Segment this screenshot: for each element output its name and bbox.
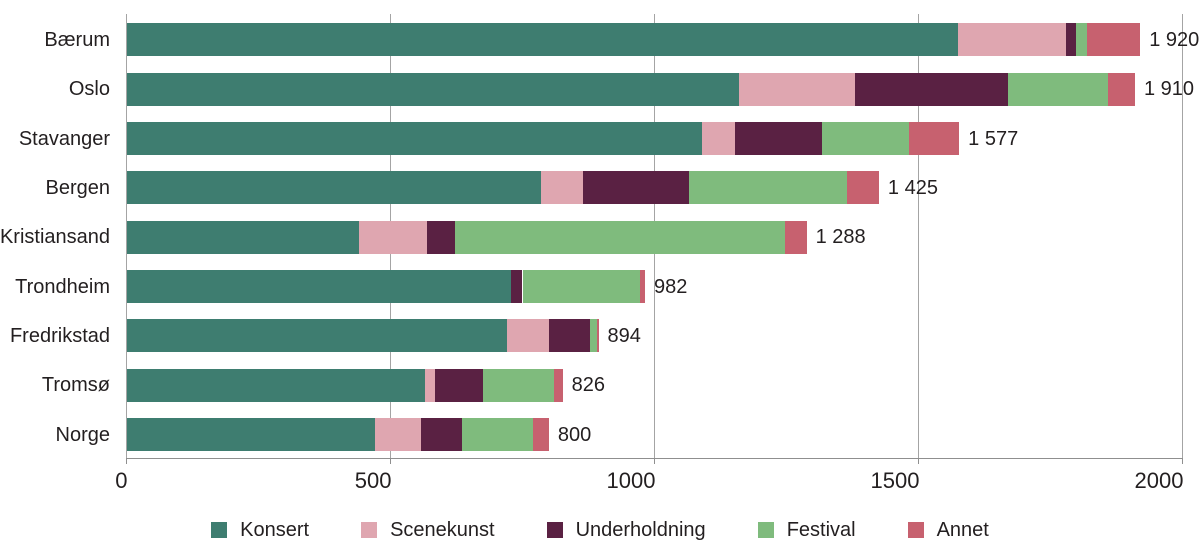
legend-swatch-scenekunst	[361, 522, 378, 538]
bar-total-label: 826	[571, 374, 605, 397]
category-label-fredrikstad: Fredrikstad	[9, 324, 110, 347]
bar-total-label: 982	[653, 275, 688, 298]
bar-segment-scenekunst	[540, 171, 584, 205]
bar-segment-scenekunst	[702, 122, 735, 155]
bar-total-label: 1 910	[1143, 78, 1195, 101]
category-label-stavanger: Stavanger	[18, 127, 110, 150]
x-tick-mark-2000	[1181, 457, 1184, 464]
bar-segment-festival	[461, 418, 534, 452]
x-axis-line	[125, 457, 1184, 459]
legend-item-festival: Festival	[757, 518, 856, 542]
bar-segment-underholdning	[855, 72, 1009, 106]
legend-label-konsert: Konsert	[240, 518, 310, 541]
bar-segment-underholdning	[427, 220, 456, 254]
x-tick-label-0: 0	[115, 468, 128, 493]
bar-total-label: 800	[557, 423, 592, 446]
legend-swatch-underholdning	[546, 522, 563, 538]
bar-segment-annet	[1087, 23, 1141, 57]
bar-segment-festival	[455, 220, 786, 254]
legend-swatch-festival	[757, 522, 774, 538]
gridline-1500	[917, 14, 920, 458]
bar-segment-scenekunst	[738, 72, 856, 106]
legend-label-scenekunst: Scenekunst	[390, 518, 495, 541]
bar-segment-festival	[589, 319, 597, 353]
category-label-trondheim: Trondheim	[15, 275, 110, 298]
x-tick-mark-500	[389, 457, 392, 464]
legend-swatch-annet	[907, 522, 924, 538]
bar-segment-scenekunst	[958, 23, 1067, 57]
bar-segment-konsert	[126, 171, 541, 205]
bar-segment-annet	[785, 220, 807, 254]
x-tick-label-500: 500	[354, 468, 392, 493]
bar-segment-annet	[554, 368, 563, 402]
bar-segment-konsert	[126, 23, 959, 57]
bar-segment-konsert	[126, 319, 507, 353]
legend-swatch-konsert	[211, 522, 228, 538]
x-tick-mark-1000	[653, 457, 656, 464]
bar-segment-annet	[847, 171, 879, 205]
bar-segment-underholdning	[734, 122, 822, 155]
x-tick-label-1000: 1000	[606, 468, 656, 493]
bar-segment-underholdning	[510, 270, 523, 304]
bar-segment-underholdning	[421, 418, 462, 452]
category-label-troms-: Tromsø	[41, 374, 110, 397]
legend-label-underholdning: Underholdning	[575, 518, 706, 541]
bar-segment-underholdning	[548, 319, 590, 353]
bar-segment-scenekunst	[424, 368, 436, 402]
legend-item-underholdning: Underholdning	[546, 518, 706, 542]
bar-segment-konsert	[126, 122, 703, 155]
bar-segment-underholdning	[435, 368, 483, 402]
bar-segment-annet	[908, 122, 960, 155]
bar-segment-underholdning	[583, 171, 689, 205]
bar-segment-festival	[482, 368, 555, 402]
category-label-bergen: Bergen	[45, 176, 111, 199]
bar-segment-festival	[1008, 72, 1108, 106]
bar-segment-annet	[596, 319, 599, 353]
bar-segment-annet	[1107, 72, 1135, 106]
bar-total-label: 1 920	[1149, 28, 1200, 51]
bar-segment-scenekunst	[358, 220, 428, 254]
bar-total-label: 1 577	[968, 127, 1019, 150]
bar-segment-scenekunst	[506, 319, 549, 353]
bar-segment-konsert	[126, 220, 359, 254]
bar-segment-annet	[533, 418, 549, 452]
legend: Konsert Scenekunst Underholdning Festival An…	[0, 514, 1200, 546]
bar-segment-konsert	[126, 368, 425, 402]
bar-total-label: 1 425	[887, 176, 938, 199]
bar-segment-konsert	[126, 72, 739, 106]
bar-total-label: 1 288	[815, 226, 866, 249]
legend-label-festival: Festival	[786, 518, 856, 541]
x-tick-mark-1500	[917, 457, 920, 464]
bar-segment-festival	[821, 122, 909, 155]
legend-item-scenekunst: Scenekunst	[361, 519, 495, 542]
bar-segment-scenekunst	[374, 418, 422, 452]
legend-item-konsert: Konsert	[211, 519, 309, 542]
category-label-b-rum: Bærum	[44, 28, 110, 51]
gridline-2000	[1181, 14, 1184, 458]
bar-segment-underholdning	[1066, 23, 1076, 57]
category-label-oslo: Oslo	[68, 78, 110, 101]
x-tick-label-2000: 2000	[1134, 468, 1184, 493]
bar-segment-annet	[639, 270, 645, 304]
category-label-kristiansand: Kristiansand	[0, 226, 110, 249]
bar-segment-festival	[688, 171, 848, 205]
category-label-norge: Norge	[55, 423, 110, 446]
legend-item-annet: Annet	[907, 518, 989, 542]
bar-segment-festival	[1075, 23, 1088, 57]
x-tick-mark-0	[125, 457, 128, 464]
bar-segment-konsert	[126, 270, 511, 304]
bar-total-label: 894	[607, 324, 641, 347]
bar-segment-konsert	[126, 418, 375, 452]
x-tick-label-1500: 1500	[870, 468, 920, 493]
bar-segment-festival	[522, 270, 640, 304]
legend-label-annet: Annet	[936, 518, 989, 541]
